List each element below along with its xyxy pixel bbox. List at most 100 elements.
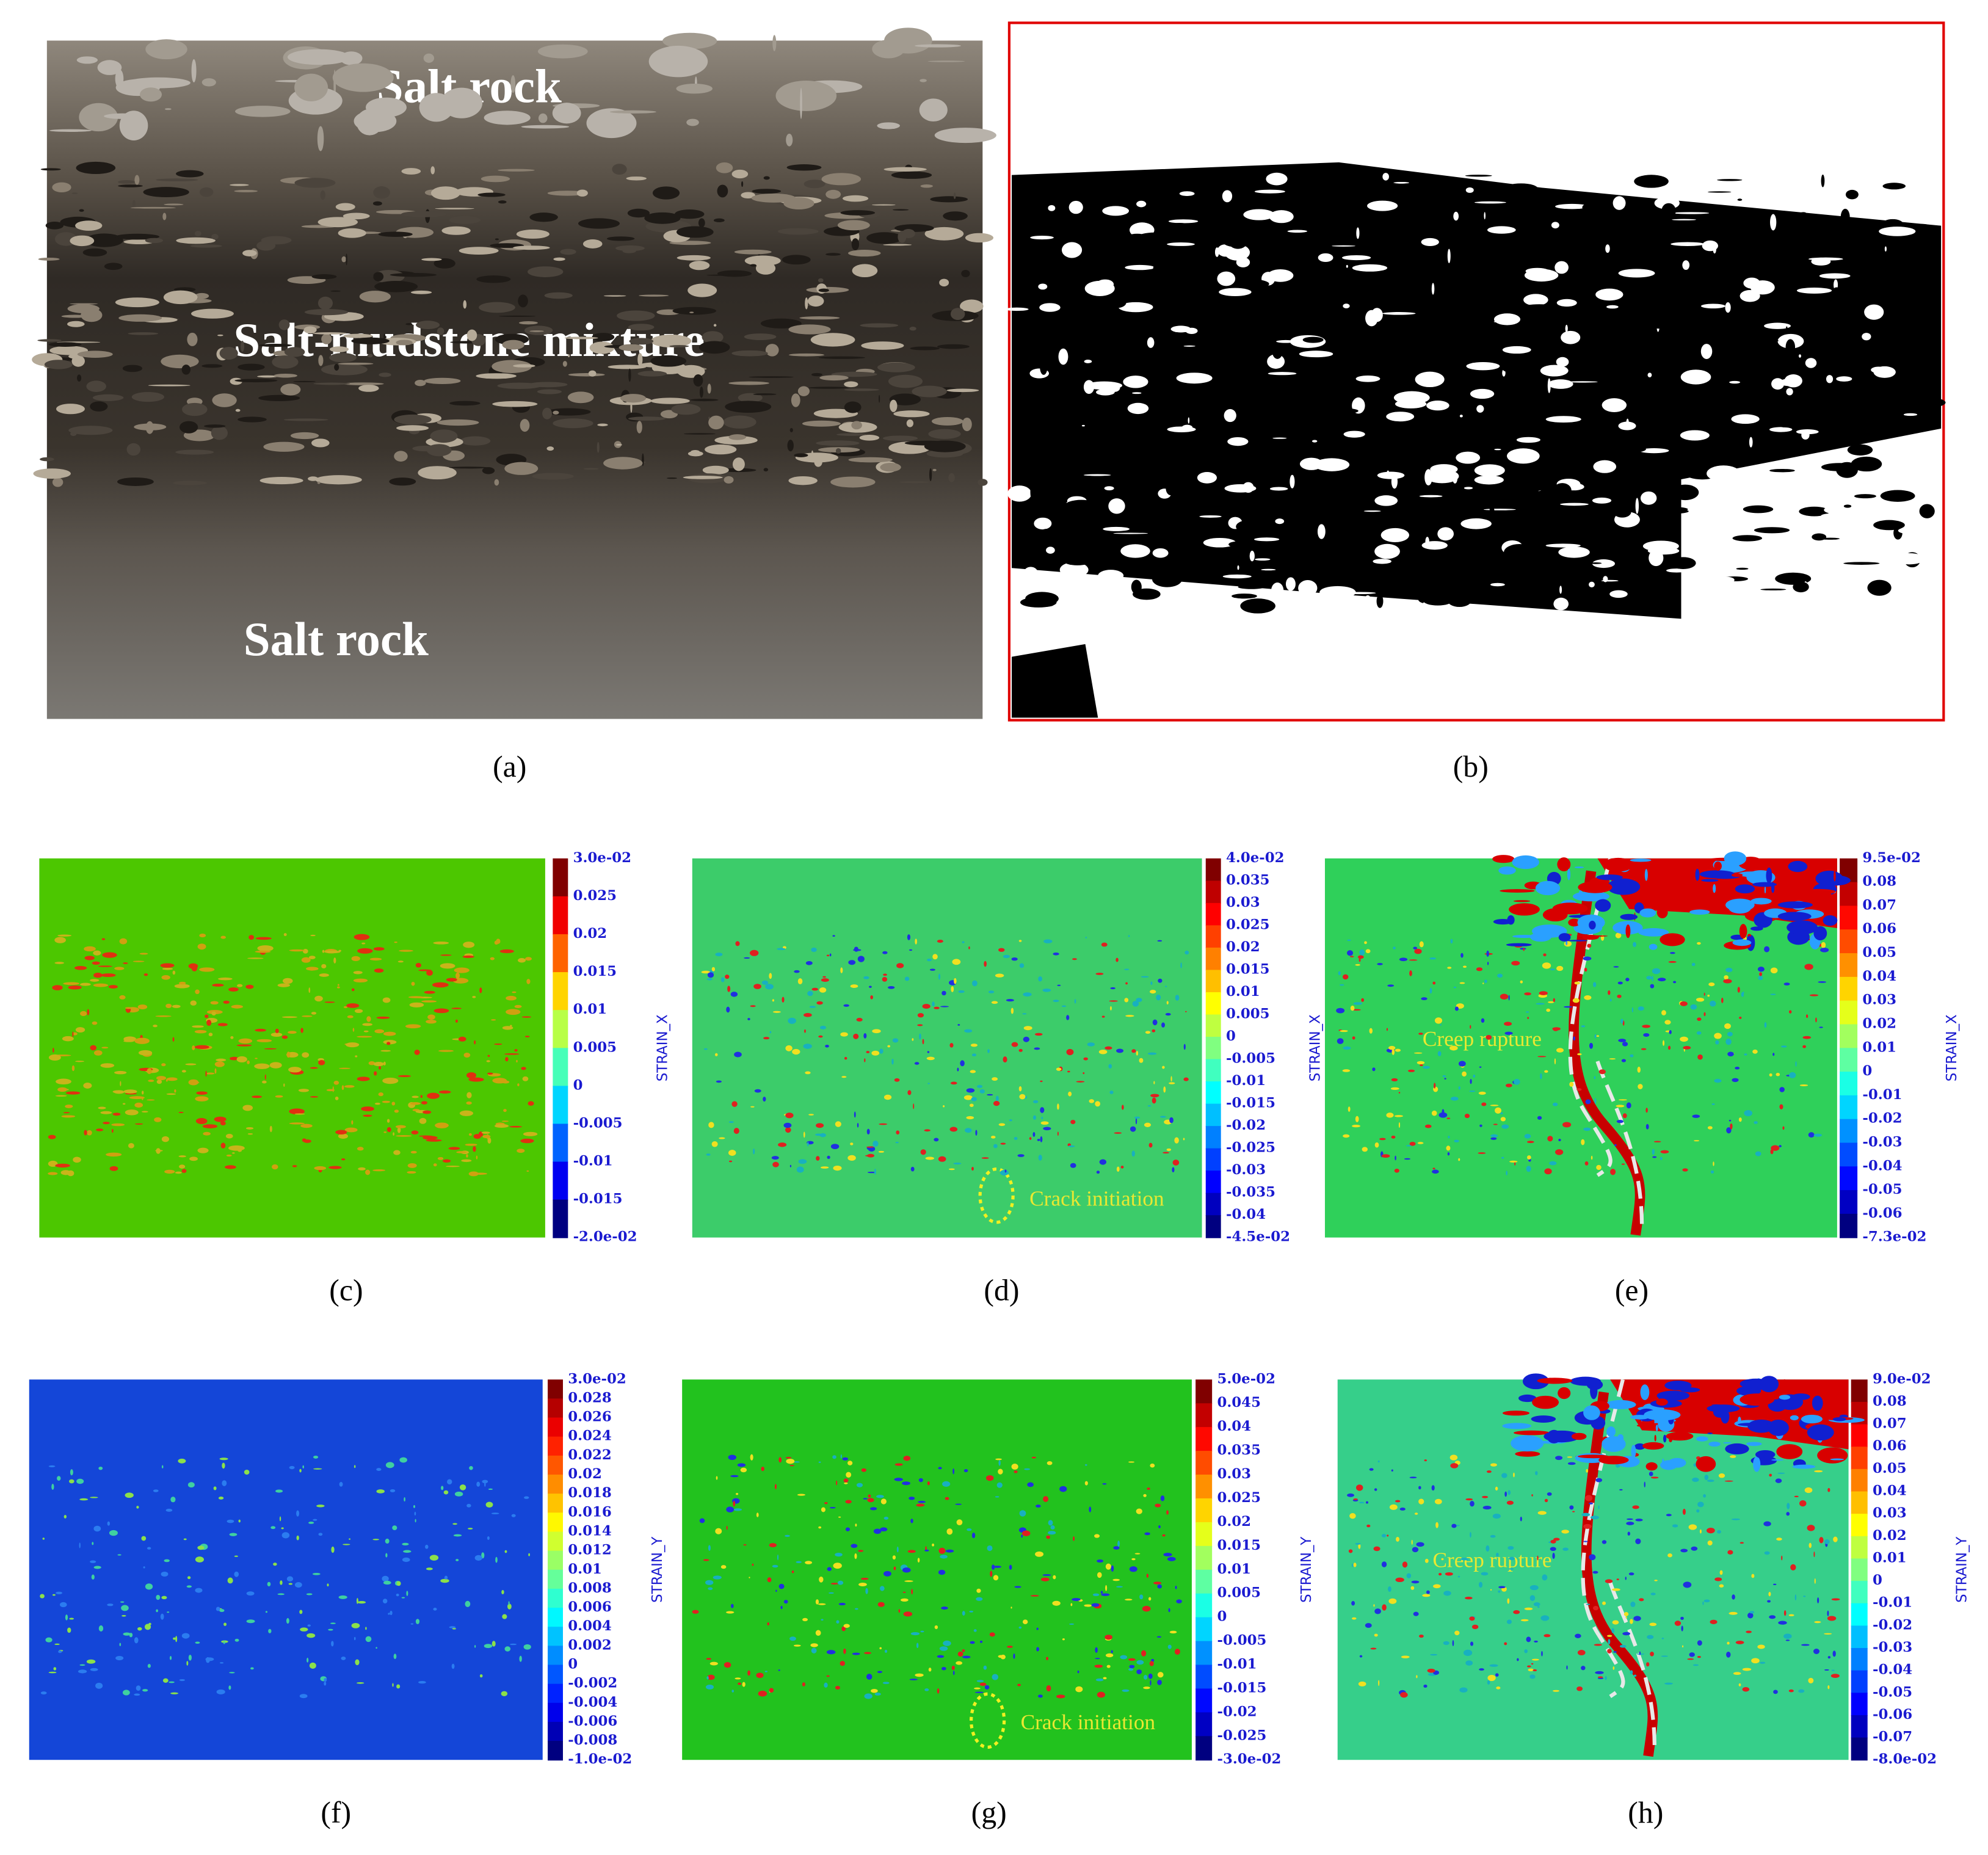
texture xyxy=(756,1672,764,1679)
texture xyxy=(690,398,719,402)
texture xyxy=(1871,366,1887,374)
texture xyxy=(836,1620,840,1624)
texture xyxy=(492,360,532,374)
texture xyxy=(896,963,904,968)
texture xyxy=(451,1007,462,1009)
texture xyxy=(1407,1069,1415,1072)
texture xyxy=(1048,1520,1053,1526)
texture xyxy=(1098,1050,1108,1055)
texture xyxy=(1034,517,1052,530)
texture xyxy=(860,323,899,328)
colorbar-label: 0 xyxy=(573,1077,583,1093)
texture xyxy=(1594,252,1630,256)
texture xyxy=(1224,244,1250,261)
colorbar-band xyxy=(548,1741,563,1761)
texture xyxy=(788,476,818,485)
colorbar-title: STRAIN_Y xyxy=(650,1537,666,1603)
colorbar-label: -0.07 xyxy=(1873,1729,1912,1745)
texture xyxy=(816,440,860,446)
texture xyxy=(1637,1066,1641,1073)
texture xyxy=(1147,1052,1157,1055)
texture xyxy=(1449,1045,1458,1051)
texture xyxy=(818,1461,821,1463)
texture xyxy=(1487,226,1516,234)
texture xyxy=(1731,414,1760,424)
texture xyxy=(738,393,763,403)
texture xyxy=(1611,1628,1614,1633)
texture xyxy=(528,266,564,277)
texture xyxy=(538,113,548,123)
texture xyxy=(1136,998,1142,1003)
colorbar-band xyxy=(553,1161,568,1200)
texture xyxy=(1805,1014,1808,1018)
texture xyxy=(1602,1540,1607,1544)
texture xyxy=(1707,1126,1713,1130)
colorbar-label: -0.015 xyxy=(573,1191,623,1207)
texture xyxy=(111,1123,125,1127)
texture xyxy=(1782,1379,1787,1393)
texture xyxy=(1544,1070,1548,1073)
texture xyxy=(1450,1463,1459,1468)
texture xyxy=(1780,1045,1787,1048)
texture xyxy=(1661,1655,1668,1657)
texture xyxy=(1513,1610,1520,1614)
texture xyxy=(1608,990,1611,995)
texture xyxy=(476,275,511,283)
texture xyxy=(1638,1084,1643,1089)
texture xyxy=(884,27,932,54)
colorbar-band xyxy=(553,1199,568,1238)
texture xyxy=(1794,1594,1797,1601)
texture xyxy=(1236,519,1271,534)
texture xyxy=(70,235,95,247)
texture xyxy=(394,941,397,943)
texture xyxy=(188,1654,192,1661)
texture xyxy=(1040,1577,1050,1581)
texture xyxy=(526,979,531,984)
texture xyxy=(1145,1031,1151,1034)
texture xyxy=(912,1038,914,1041)
colorbar-label: 0.025 xyxy=(573,888,617,904)
texture xyxy=(1775,1478,1782,1483)
texture xyxy=(1324,209,1337,222)
texture xyxy=(424,990,435,994)
texture xyxy=(1371,308,1383,322)
texture xyxy=(1703,1599,1710,1603)
texture xyxy=(1537,1511,1547,1515)
texture xyxy=(761,1466,764,1472)
texture xyxy=(45,221,64,230)
texture xyxy=(402,1542,409,1546)
texture xyxy=(1056,187,1067,202)
texture xyxy=(175,1171,182,1174)
colorbar-label: -0.01 xyxy=(1873,1595,1912,1611)
texture xyxy=(161,1136,170,1142)
texture xyxy=(825,189,841,199)
texture xyxy=(1419,495,1443,498)
texture xyxy=(879,1647,882,1650)
texture xyxy=(357,1600,366,1604)
texture xyxy=(1359,1655,1363,1658)
colorbar-label: 0.005 xyxy=(1226,1006,1269,1022)
texture xyxy=(1880,490,1915,502)
texture xyxy=(1373,1546,1380,1552)
texture xyxy=(1474,201,1506,204)
texture xyxy=(156,1080,162,1084)
texture xyxy=(808,387,849,389)
texture xyxy=(896,1546,899,1553)
texture xyxy=(856,1017,863,1022)
texture xyxy=(1593,982,1597,987)
texture xyxy=(945,1549,954,1553)
texture xyxy=(1343,1134,1350,1138)
texture xyxy=(1381,1534,1387,1537)
texture xyxy=(882,951,888,954)
texture xyxy=(874,1693,881,1696)
texture xyxy=(1299,350,1333,358)
texture xyxy=(1415,371,1445,388)
texture xyxy=(1146,1574,1149,1578)
colorbar-label: 0.01 xyxy=(573,1001,608,1017)
texture xyxy=(1352,1617,1357,1620)
texture xyxy=(738,1682,742,1685)
texture xyxy=(1882,183,1906,190)
texture xyxy=(1030,235,1054,240)
texture xyxy=(1711,220,1744,234)
texture xyxy=(1757,1644,1765,1649)
